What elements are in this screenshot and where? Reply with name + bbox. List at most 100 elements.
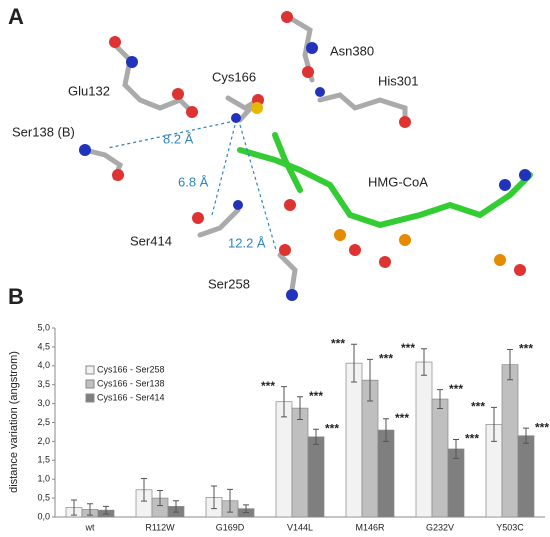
y-tick-label: 3,5 — [37, 379, 50, 389]
x-tick-label: G169D — [216, 522, 245, 532]
significance-label: *** — [535, 420, 549, 434]
bar — [415, 361, 433, 518]
error-bar — [173, 500, 179, 513]
atom — [172, 88, 184, 100]
significance-label: *** — [379, 352, 393, 366]
error-bar — [367, 358, 373, 402]
atom — [494, 254, 506, 266]
y-tick-label: 2,0 — [37, 436, 50, 446]
distance-line — [211, 124, 236, 216]
error-bar — [157, 490, 163, 507]
error-bar — [421, 348, 427, 376]
residue-label: Ser258 — [208, 276, 250, 291]
atom — [514, 264, 526, 276]
bar — [501, 364, 519, 518]
his301-stick — [317, 92, 408, 123]
bar — [345, 362, 363, 518]
atom — [519, 169, 531, 181]
y-tick-label: 0,5 — [37, 492, 50, 502]
y-tick-label: 3,0 — [37, 398, 50, 408]
residue-label: Asn380 — [330, 43, 374, 58]
legend-swatch — [85, 393, 95, 403]
bar — [291, 407, 309, 518]
error-bar — [453, 439, 459, 459]
error-bar — [383, 418, 389, 442]
atom — [284, 199, 296, 211]
atom — [281, 11, 293, 23]
significance-label: *** — [395, 411, 409, 425]
error-bar — [491, 406, 497, 442]
error-bar — [243, 504, 249, 513]
atom — [315, 87, 325, 97]
y-tick-label: 0,0 — [37, 511, 50, 521]
significance-label: *** — [309, 389, 323, 403]
residue-label: Cys166 — [212, 69, 256, 84]
error-bar — [297, 396, 303, 420]
residue-label: Glu132 — [68, 83, 110, 98]
error-bar — [281, 386, 287, 418]
error-bar — [437, 389, 443, 410]
distance-label: 12.2 Å — [228, 235, 266, 250]
atom — [231, 113, 241, 123]
panel-label: A — [8, 4, 24, 29]
residue-label: Ser138 (B) — [12, 124, 75, 139]
y-tick-label: 1,0 — [37, 474, 50, 484]
atom — [126, 56, 138, 68]
residue-label: HMG-CoA — [368, 174, 428, 189]
atom — [286, 289, 298, 301]
atom — [251, 102, 263, 114]
error-bar — [523, 427, 529, 444]
atom — [186, 106, 198, 118]
x-tick-label: V144L — [287, 522, 313, 532]
error-bar — [313, 428, 319, 445]
y-tick-label: 4,0 — [37, 360, 50, 370]
atom — [112, 169, 124, 181]
error-bar — [507, 349, 513, 381]
atom — [334, 229, 346, 241]
y-tick-label: 5,0 — [37, 322, 50, 332]
atom — [302, 66, 314, 78]
residue-label: Ser414 — [130, 233, 172, 248]
bar — [377, 429, 395, 518]
atom — [192, 212, 204, 224]
x-tick-label: M146R — [355, 522, 385, 532]
significance-label: *** — [331, 336, 345, 350]
distance-line — [239, 124, 277, 251]
error-bar — [211, 485, 217, 510]
bar — [517, 435, 535, 518]
bar — [275, 401, 293, 518]
bar — [307, 436, 325, 518]
legend-label: Cys166 - Ser138 — [97, 378, 165, 388]
x-tick-label: G232V — [426, 522, 454, 532]
y-tick-label: 2,5 — [37, 417, 50, 427]
legend-swatch — [85, 365, 95, 375]
panel-a-molecules — [79, 11, 533, 301]
significance-label: *** — [519, 342, 533, 356]
atom — [379, 256, 391, 268]
x-tick-label: wt — [85, 522, 95, 532]
atom — [233, 200, 243, 210]
atom — [306, 42, 318, 54]
error-bar — [87, 503, 93, 516]
ser414-stick — [197, 207, 241, 238]
atom — [109, 36, 121, 48]
atom — [499, 179, 511, 191]
significance-label: *** — [471, 400, 485, 414]
atom — [279, 244, 291, 256]
y-axis-title: distance variation (angstrom) — [8, 351, 20, 493]
atom — [349, 244, 361, 256]
legend-label: Cys166 - Ser258 — [97, 364, 165, 374]
bar — [431, 398, 449, 518]
y-tick-label: 1,5 — [37, 455, 50, 465]
cys166-stick — [225, 95, 260, 123]
hmgcoa-stick — [272, 132, 303, 193]
residue-label: His301 — [378, 73, 418, 88]
error-bar — [227, 488, 233, 513]
error-bar — [141, 477, 147, 502]
significance-label: *** — [325, 421, 339, 435]
error-bar — [351, 343, 357, 383]
significance-label: *** — [261, 379, 275, 393]
x-tick-label: R112W — [145, 522, 175, 532]
distance-label: 6.8 Å — [178, 174, 209, 189]
